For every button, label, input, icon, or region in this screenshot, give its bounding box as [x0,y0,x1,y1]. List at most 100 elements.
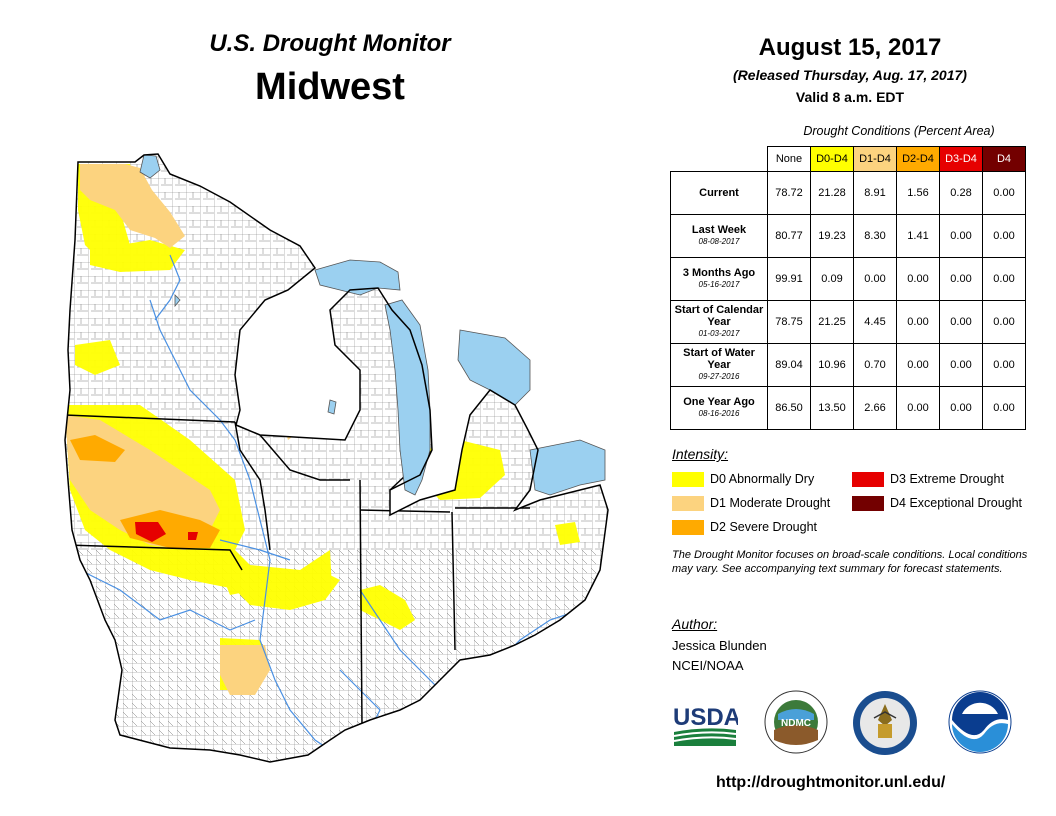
table-cell: 0.00 [982,171,1026,215]
legend-label-d1: D1 Moderate Drought [710,496,831,510]
table-cell: 0.00 [982,300,1026,344]
table-cell: 0.00 [939,386,983,430]
map-date: August 15, 2017 [758,34,942,61]
water-bodies [139,154,606,496]
author-title: Author: [672,616,718,632]
noaa-logo[interactable]: NOAA [948,690,1012,754]
row-label-date: 09-27-2016 [698,372,740,381]
drought-map [64,153,609,763]
row-label: Start of Water Year 09-27-2016 [670,343,768,387]
release-date: (Released Thursday, Aug. 17, 2017) [733,67,967,83]
table-cell: 0.00 [939,214,983,258]
table-row: Current 78.72 21.28 8.91 1.56 0.28 0.00 [670,171,1026,215]
table-cell: 10.96 [810,343,854,387]
table-cell: 78.72 [767,171,811,215]
col-header-d4: D4 [982,146,1026,172]
table-cell: 19.23 [810,214,854,258]
d3-extreme-drought-areas [135,522,198,542]
table-cell: 0.00 [853,257,897,301]
commerce-seal-logo[interactable] [852,690,918,756]
drought-conditions-table: None D0-D4 D1-D4 D2-D4 D3-D4 D4 Current 7… [670,146,1026,430]
table-cell: 0.00 [896,386,940,430]
row-label-text: One Year Ago [683,396,755,408]
legend-swatch-d4 [852,496,884,511]
table-cell: 80.77 [767,214,811,258]
table-cell: 0.00 [939,343,983,387]
table-cell: 0.00 [896,300,940,344]
ndmc-logo-text: NDMC [781,718,811,729]
map-region-title: Midwest [255,66,405,108]
valid-time: Valid 8 a.m. EDT [795,89,905,105]
table-cell: 4.45 [853,300,897,344]
website-link[interactable]: http://droughtmonitor.unl.edu/ [716,774,946,791]
table-cell: 86.50 [767,386,811,430]
disclaimer-note: The Drought Monitor focuses on broad-sca… [672,549,1028,575]
col-header-none: None [767,146,811,172]
col-header-d3-d4: D3-D4 [939,146,983,172]
table-cell: 0.70 [853,343,897,387]
legend-label-d2: D2 Severe Drought [710,520,818,534]
row-label-date: 08-08-2017 [698,237,740,246]
legend-swatch-d0 [672,472,704,487]
table-cell: 21.28 [810,171,854,215]
noaa-logo-text: NOAA [968,705,992,714]
row-label-text: Last Week [691,224,747,236]
table-cell: 0.09 [810,257,854,301]
table-cell: 0.00 [982,386,1026,430]
table-cell: 0.00 [982,214,1026,258]
table-cell: 0.00 [982,343,1026,387]
map-subtitle: U.S. Drought Monitor [209,30,451,57]
table-cell: 89.04 [767,343,811,387]
row-label-date: 01-03-2017 [698,329,740,338]
row-label-text: Current [699,187,739,199]
legend-swatch-d2 [672,520,704,535]
legend-swatch-d1 [672,496,704,511]
table-cell: 78.75 [767,300,811,344]
row-label-date: 05-16-2017 [698,280,740,289]
table-cell: 1.56 [896,171,940,215]
row-label-text: 3 Months Ago [682,267,756,279]
table-cell: 21.25 [810,300,854,344]
usda-logo-text: USDA [673,704,738,731]
table-cell: 0.00 [896,257,940,301]
ndmc-logo[interactable]: NDMC [764,690,828,754]
col-header-d2-d4: D2-D4 [896,146,940,172]
table-cell: 99.91 [767,257,811,301]
legend-label-d3: D3 Extreme Drought [890,472,1004,486]
author-org: NCEI/NOAA [672,658,744,673]
col-header-d0-d4: D0-D4 [810,146,854,172]
author-name: Jessica Blunden [672,638,767,653]
header-spacer [671,147,768,172]
table-cell: 0.00 [896,343,940,387]
col-header-d1-d4: D1-D4 [853,146,897,172]
row-label: Last Week 08-08-2017 [670,214,768,258]
row-label: 3 Months Ago 05-16-2017 [670,257,768,301]
table-header-row: None D0-D4 D1-D4 D2-D4 D3-D4 D4 [671,146,1026,172]
table-cell: 0.00 [939,257,983,301]
legend-label-d0: D0 Abnormally Dry [710,472,815,486]
row-label-text: Start of Water Year [683,347,755,371]
table-cell: 0.00 [982,257,1026,301]
row-label: One Year Ago 08-16-2016 [670,386,768,430]
table-cell: 8.30 [853,214,897,258]
table-cell: 0.00 [939,300,983,344]
table-cell: 2.66 [853,386,897,430]
table-row: 3 Months Ago 05-16-2017 99.91 0.09 0.00 0.00 0… [670,257,1026,301]
table-row: Last Week 08-08-2017 80.77 19.23 8.30 1.41 0.0… [670,214,1026,258]
table-cell: 13.50 [810,386,854,430]
table-row: One Year Ago 08-16-2016 86.50 13.50 2.66 0.00… [670,386,1026,430]
table-cell: 0.28 [939,171,983,215]
row-label-text: Start of Calendar Year [674,304,764,328]
usda-logo[interactable]: USDA [672,700,741,750]
intensity-title: Intensity: [672,446,729,462]
row-label: Start of Calendar Year 01-03-2017 [670,300,768,344]
table-row: Start of Calendar Year 01-03-2017 78.75 21.… [670,300,1026,344]
table-cell: 8.91 [853,171,897,215]
row-label-date: 08-16-2016 [698,409,740,418]
table-cell: 1.41 [896,214,940,258]
conditions-caption: Drought Conditions (Percent Area) [803,124,995,138]
row-label: Current [670,171,768,215]
legend-swatch-d3 [852,472,884,487]
table-row: Start of Water Year 09-27-2016 89.04 10.96 0… [670,343,1026,387]
legend-label-d4: D4 Exceptional Drought [890,496,1023,510]
